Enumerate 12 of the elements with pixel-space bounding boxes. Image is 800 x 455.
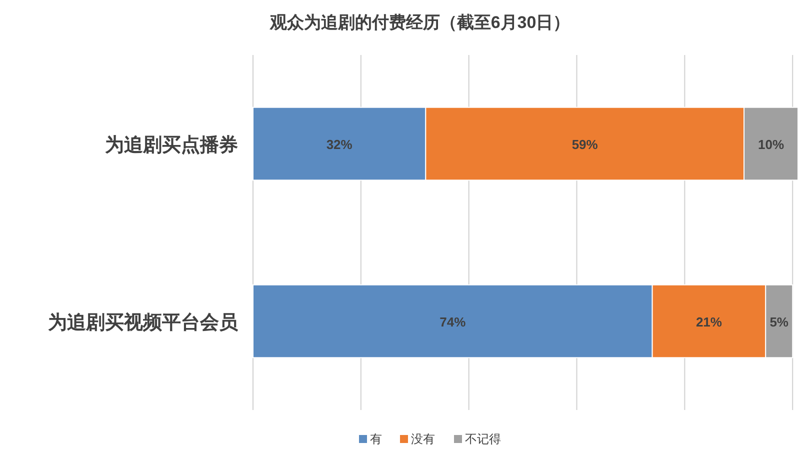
data-label: 21% xyxy=(696,314,722,330)
y-tick-label: 为追剧买视频平台会员 xyxy=(48,311,239,334)
data-label: 10% xyxy=(758,136,784,152)
data-label: 59% xyxy=(572,136,598,152)
chart-title: 观众为追剧的付费经历（截至6月30日） xyxy=(268,13,570,32)
legend-label: 没有 xyxy=(411,432,435,446)
legend-label: 不记得 xyxy=(465,432,501,446)
data-label: 5% xyxy=(770,314,789,330)
data-label: 74% xyxy=(440,314,466,330)
legend-label: 有 xyxy=(370,432,382,446)
y-tick-label: 为追剧买点播券 xyxy=(105,134,238,156)
data-label: 32% xyxy=(326,136,353,152)
